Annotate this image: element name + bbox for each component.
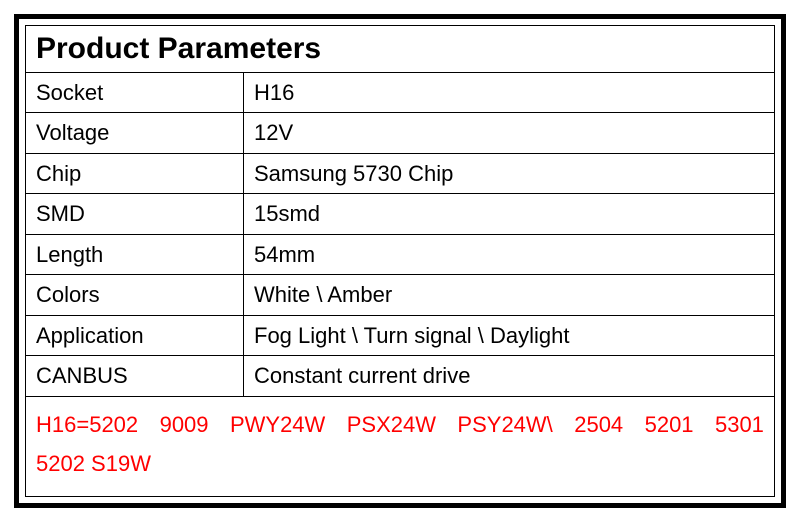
param-label: Application bbox=[25, 316, 244, 356]
footer-token: PWY24W bbox=[230, 405, 325, 445]
table-row: Length 54mm bbox=[25, 235, 775, 275]
param-value: 54mm bbox=[244, 235, 775, 275]
param-label: CANBUS bbox=[25, 356, 244, 396]
param-value: 12V bbox=[244, 113, 775, 153]
table-row: Socket H16 bbox=[25, 73, 775, 113]
param-label: Length bbox=[25, 235, 244, 275]
param-label: Colors bbox=[25, 275, 244, 315]
table-row: CANBUS Constant current drive bbox=[25, 356, 775, 396]
table-title: Product Parameters bbox=[25, 25, 775, 73]
footer-token: 9009 bbox=[160, 405, 209, 445]
param-value: Constant current drive bbox=[244, 356, 775, 396]
footer-token: 5201 bbox=[645, 405, 694, 445]
footer-token: 5301 bbox=[715, 405, 764, 445]
inner-frame: Product Parameters Socket H16 Voltage 12… bbox=[25, 25, 775, 497]
footer-token: PSY24W\ bbox=[457, 405, 552, 445]
footer-token: H16=5202 bbox=[36, 405, 138, 445]
table-row: SMD 15smd bbox=[25, 194, 775, 234]
param-label: SMD bbox=[25, 194, 244, 234]
param-value: Fog Light \ Turn signal \ Daylight bbox=[244, 316, 775, 356]
param-label: Chip bbox=[25, 154, 244, 194]
table-row: Voltage 12V bbox=[25, 113, 775, 153]
table-row: Chip Samsung 5730 Chip bbox=[25, 154, 775, 194]
param-label: Socket bbox=[25, 73, 244, 113]
param-value: White \ Amber bbox=[244, 275, 775, 315]
footer-line2: 5202 S19W bbox=[36, 444, 764, 484]
footer-token: 2504 bbox=[574, 405, 623, 445]
table-footer: H16=5202 9009 PWY24W PSX24W PSY24W\ 2504… bbox=[25, 397, 775, 497]
table-row: Application Fog Light \ Turn signal \ Da… bbox=[25, 316, 775, 356]
footer-line1: H16=5202 9009 PWY24W PSX24W PSY24W\ 2504… bbox=[36, 405, 764, 445]
param-value: 15smd bbox=[244, 194, 775, 234]
param-label: Voltage bbox=[25, 113, 244, 153]
param-value: Samsung 5730 Chip bbox=[244, 154, 775, 194]
table-row: Colors White \ Amber bbox=[25, 275, 775, 315]
param-value: H16 bbox=[244, 73, 775, 113]
footer-token: PSX24W bbox=[347, 405, 436, 445]
outer-frame: Product Parameters Socket H16 Voltage 12… bbox=[14, 14, 786, 508]
